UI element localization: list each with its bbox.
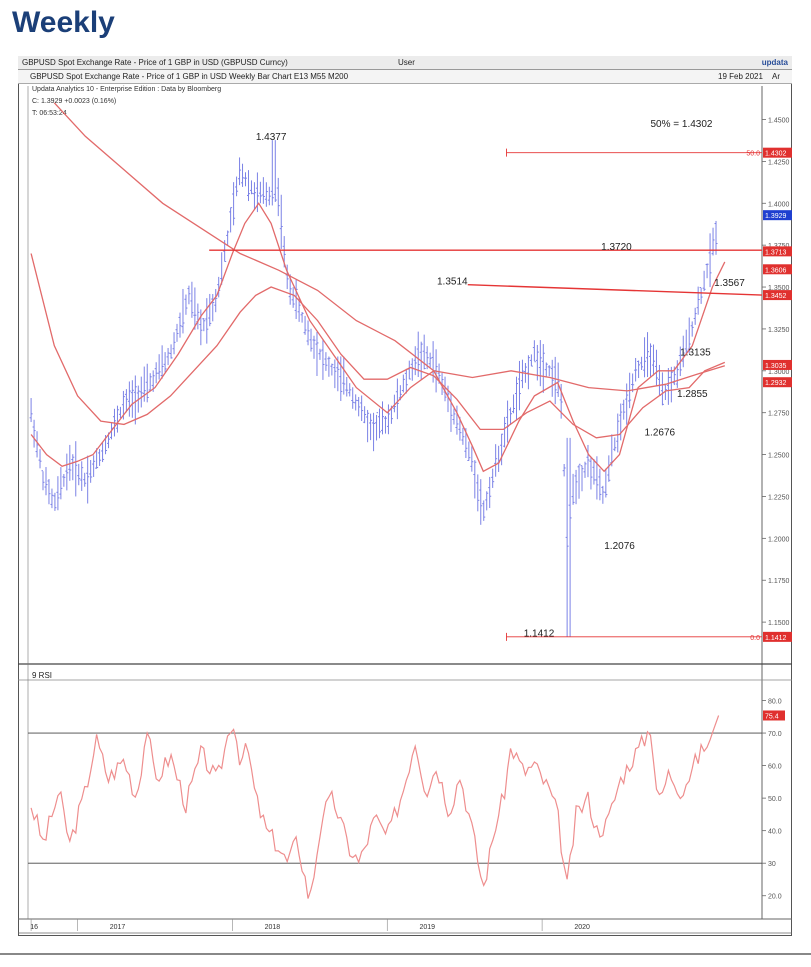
rsi-y-tick-label: 60.0 bbox=[768, 764, 782, 771]
x-tick-label: 2017 bbox=[110, 924, 126, 931]
price-bars bbox=[29, 140, 718, 637]
y-tick-label: 1.3000 bbox=[768, 369, 790, 376]
chart-subtitle: GBPUSD Spot Exchange Rate - Price of 1 G… bbox=[30, 72, 349, 81]
chart-subheader-bar: GBPUSD Spot Exchange Rate - Price of 1 G… bbox=[18, 70, 792, 84]
price-tag: 1.4302 bbox=[765, 151, 787, 158]
rsi-line bbox=[30, 715, 720, 899]
scale-label: Ar bbox=[772, 72, 780, 81]
info-line-close: C: 1.3929 +0.0023 (0.16%) bbox=[32, 98, 117, 105]
price-tag: 1.3713 bbox=[765, 249, 787, 256]
price-tag-box bbox=[763, 377, 792, 388]
fib-label: 50.0 bbox=[746, 151, 760, 158]
info-line-source: Updata Analytics 10 - Enterprise Edition… bbox=[32, 86, 222, 93]
y-tick-label: 1.2500 bbox=[768, 453, 790, 460]
y-tick-label: 1.3250 bbox=[768, 327, 790, 334]
price-tag-box bbox=[763, 290, 792, 301]
price-tag-box bbox=[763, 359, 792, 370]
x-tick-label: 16 bbox=[30, 924, 38, 931]
price-tag: 1.3035 bbox=[765, 363, 787, 370]
rsi-label: 9 RSI bbox=[32, 671, 52, 680]
x-tick-label: 2018 bbox=[265, 924, 281, 931]
price-tag-box bbox=[763, 246, 792, 257]
price-tag-box bbox=[763, 264, 792, 275]
price-annotation: 1.3720 bbox=[601, 242, 632, 253]
y-tick-label: 1.1500 bbox=[768, 620, 790, 627]
rsi-last-value: 75.4 bbox=[765, 713, 779, 720]
y-tick-label: 1.2000 bbox=[768, 536, 790, 543]
rsi-y-tick-label: 50.0 bbox=[768, 796, 782, 803]
price-annotation: 1.1412 bbox=[524, 628, 555, 639]
ma-line-e13 bbox=[30, 202, 726, 473]
updata-logo: updata bbox=[761, 58, 788, 67]
bottom-rule bbox=[0, 953, 811, 955]
price-tag: 1.1412 bbox=[765, 635, 787, 642]
price-tag: 1.3606 bbox=[765, 267, 787, 274]
price-annotation: 1.3135 bbox=[680, 348, 711, 359]
price-annotation: 1.2676 bbox=[645, 427, 676, 438]
line-trend-1.3514 bbox=[467, 283, 763, 296]
rsi-tag-box bbox=[763, 710, 785, 721]
fib-label: 0.0 bbox=[750, 635, 760, 642]
price-annotation: 1.4377 bbox=[256, 132, 287, 143]
rsi-y-tick-label: 20.0 bbox=[768, 894, 782, 901]
x-tick-label: 2019 bbox=[419, 924, 435, 931]
price-annotation: 1.3567 bbox=[714, 278, 745, 289]
chart-header-bar: GBPUSD Spot Exchange Rate - Price of 1 G… bbox=[18, 56, 792, 70]
rsi-y-tick-label: 70.0 bbox=[768, 731, 782, 738]
chart-date: 19 Feb 2021 bbox=[718, 72, 763, 81]
y-tick-label: 1.4500 bbox=[768, 118, 790, 125]
y-tick-label: 1.2750 bbox=[768, 411, 790, 418]
y-tick-label: 1.1750 bbox=[768, 578, 790, 585]
price-tag: 1.3929 bbox=[765, 213, 787, 220]
price-annotation: 50% = 1.4302 bbox=[650, 119, 712, 130]
ma-line-m200 bbox=[53, 102, 725, 392]
price-tag-box bbox=[763, 147, 792, 158]
chart-title: GBPUSD Spot Exchange Rate - Price of 1 G… bbox=[22, 58, 288, 67]
rsi-y-tick-label: 80.0 bbox=[768, 699, 782, 706]
y-tick-label: 1.3500 bbox=[768, 285, 790, 292]
user-label: User bbox=[398, 58, 415, 67]
price-tag: 1.2932 bbox=[765, 380, 787, 387]
price-annotation: 1.3514 bbox=[437, 277, 468, 288]
rsi-y-tick-label: 30 bbox=[768, 861, 776, 868]
y-tick-label: 1.2250 bbox=[768, 494, 790, 501]
page-title: Weekly bbox=[12, 6, 115, 39]
ma-line-m55 bbox=[30, 253, 726, 439]
x-tick-label: 2020 bbox=[574, 924, 590, 931]
price-tag-box bbox=[763, 631, 792, 642]
rsi-y-tick-label: 40.0 bbox=[768, 829, 782, 836]
price-annotation: 1.2855 bbox=[677, 389, 708, 400]
y-tick-label: 1.4250 bbox=[768, 159, 790, 166]
price-annotation: 1.2076 bbox=[604, 541, 635, 552]
price-tag-box bbox=[763, 210, 792, 221]
price-tag: 1.3452 bbox=[765, 293, 787, 300]
y-tick-label: 1.4000 bbox=[768, 201, 790, 208]
info-line-time: T: 06:53:24 bbox=[32, 110, 67, 117]
